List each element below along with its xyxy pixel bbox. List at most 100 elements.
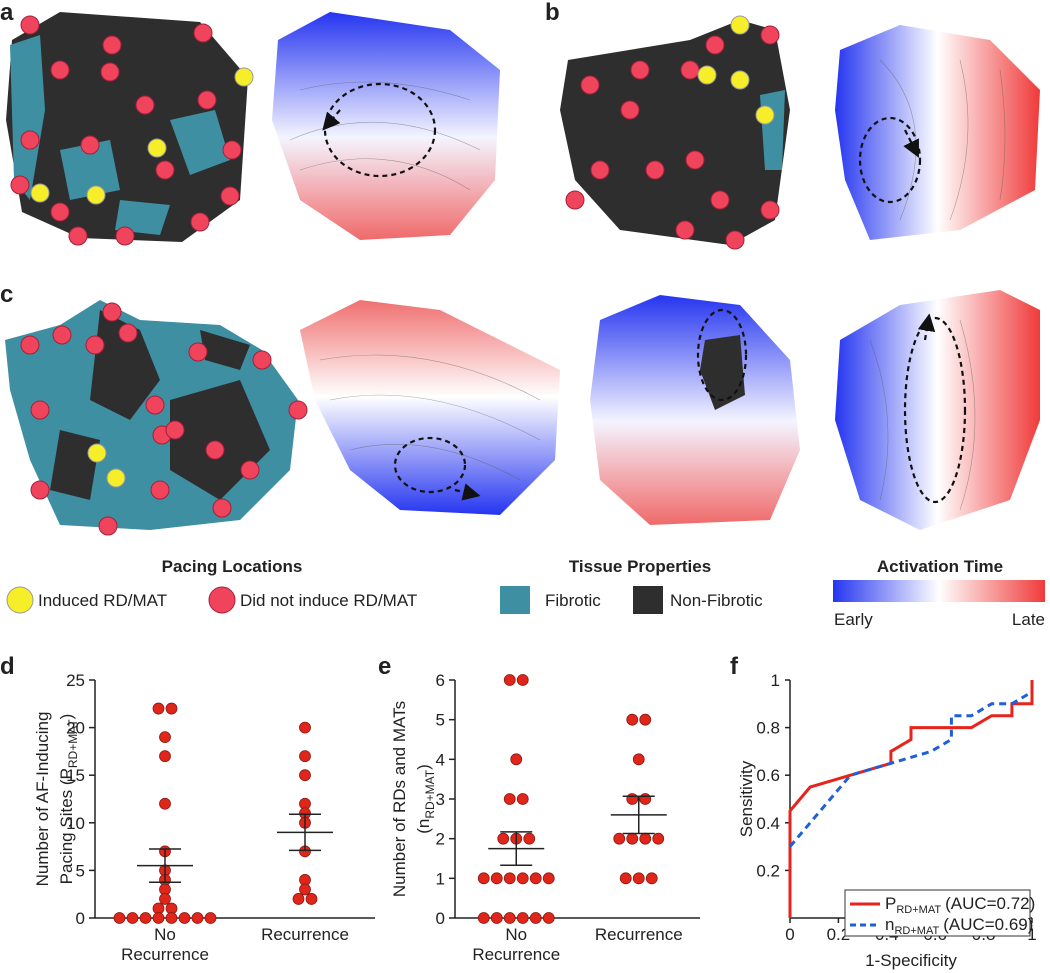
pacing-site [100, 62, 120, 82]
data-point [516, 872, 529, 885]
y-tick-label: 4 [436, 750, 445, 769]
data-point [503, 912, 516, 924]
data-point [516, 674, 529, 686]
pacing-site [102, 35, 122, 55]
pacing-site [135, 95, 155, 115]
pacing-site [30, 400, 50, 420]
pacing-site [115, 226, 135, 246]
data-point [632, 872, 645, 885]
pacing-site [252, 350, 272, 370]
data-point [626, 793, 639, 805]
data-point [159, 797, 171, 810]
legend-label-part: (AUC=0.69) [943, 915, 1033, 934]
legend-label: PRD+MAT (AUC=0.72) [885, 894, 1035, 916]
pacing-site [80, 135, 100, 155]
data-point [619, 872, 632, 885]
pacing-site [145, 395, 165, 415]
axis-label-part: ) [57, 714, 76, 720]
axis-label-part: RD+MAT [423, 769, 437, 818]
y-axis-label: Sensitivity [737, 760, 756, 837]
pacing-site [52, 325, 72, 345]
legend-title: Tissue Properties [569, 557, 711, 576]
y-tick-label: 10 [66, 814, 85, 833]
heart-activation-c2 [590, 295, 800, 525]
y-tick-label: 1 [436, 869, 445, 888]
x-tick-label: 0.2 [827, 925, 851, 944]
pacing-site [85, 335, 105, 355]
y-tick-label: 20 [66, 719, 85, 738]
data-point [299, 769, 311, 782]
pacing-site [220, 186, 240, 206]
colorbar [833, 580, 1045, 602]
y-tick-label: 0 [436, 909, 445, 928]
y-axis-label: Number of RDs and MATs [390, 701, 409, 897]
pacing-site [725, 230, 745, 250]
pacing-site [193, 23, 213, 43]
y-tick-label: 0.4 [756, 814, 780, 833]
data-point [652, 832, 665, 845]
data-point [299, 883, 311, 896]
pacing-site [188, 342, 208, 362]
heart-activation-a [272, 12, 500, 240]
pacing-site [68, 226, 88, 246]
data-point [626, 832, 639, 845]
legend-swatch [500, 586, 530, 614]
pacing-site [680, 60, 700, 80]
y-axis-label: Number of AF-Inducing [33, 712, 52, 887]
y-tick-label: 25 [66, 671, 85, 690]
data-point [503, 793, 516, 805]
pacing-site [30, 183, 50, 203]
pacing-site [685, 150, 705, 170]
y-tick-label: 1 [771, 671, 780, 690]
pacing-site [675, 220, 695, 240]
pacing-site [620, 100, 640, 120]
data-point [490, 912, 503, 924]
legend-label: Induced RD/MAT [38, 591, 167, 610]
heart-activation-c1 [300, 300, 560, 515]
pacing-site [197, 90, 217, 110]
data-point [165, 702, 178, 715]
data-point [523, 832, 536, 845]
pacing-site [20, 130, 40, 150]
legend-title: Activation Time [877, 557, 1003, 576]
y-tick-label: 0.2 [756, 861, 780, 880]
data-point [639, 713, 652, 726]
data-point [639, 832, 652, 845]
legend-swatch [633, 586, 663, 614]
heart-activation-c3 [835, 290, 1040, 530]
y-tick-label: 5 [436, 711, 445, 730]
data-point [510, 753, 523, 766]
panel-label: a [0, 0, 14, 26]
x-tick-label: Recurrence [261, 925, 349, 944]
axis-label-part: Pacing Sites (P [57, 768, 76, 884]
pacing-site [147, 138, 167, 158]
roc-line [788, 680, 1034, 918]
roc-line [788, 690, 1033, 848]
legend-label: Non-Fibrotic [670, 591, 763, 610]
legend-title: Pacing Locations [162, 557, 303, 576]
data-point [126, 912, 139, 924]
data-point [139, 912, 152, 924]
legend-swatch [6, 586, 34, 614]
pacing-site [20, 15, 40, 35]
legend-label: Fibrotic [545, 591, 601, 610]
data-point [292, 893, 305, 905]
pacing-site [565, 190, 585, 210]
pacing-site [205, 440, 225, 460]
pacing-site [50, 60, 70, 80]
pacing-site [165, 420, 185, 440]
data-point [503, 674, 516, 686]
data-point [477, 912, 490, 924]
pacing-site [645, 160, 665, 180]
pacing-site [590, 160, 610, 180]
heart-tissue-b [560, 20, 790, 245]
x-tick-label: 0 [785, 925, 794, 944]
data-point [165, 912, 178, 924]
axis-label-part: (n [414, 819, 433, 834]
data-point [159, 731, 171, 744]
data-point [529, 872, 542, 885]
pacing-site [150, 480, 170, 500]
data-point [178, 912, 191, 924]
pacing-site [288, 400, 308, 420]
